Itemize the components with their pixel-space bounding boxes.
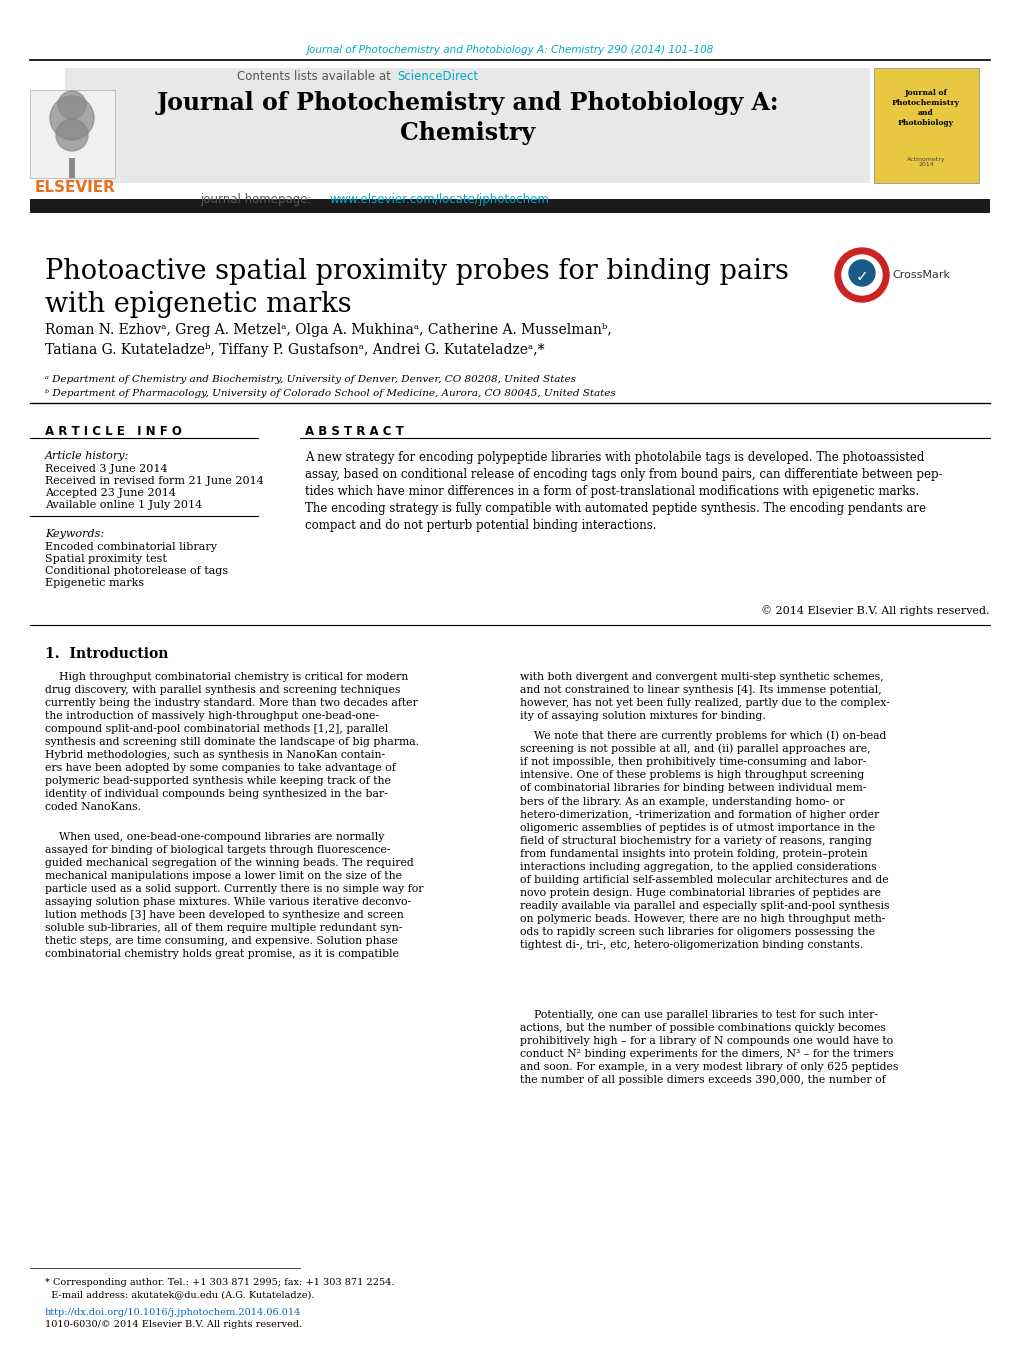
Text: Journal of Photochemistry and Photobiology A:
Chemistry: Journal of Photochemistry and Photobiolo… [157, 91, 779, 146]
Text: www.elsevier.com/locate/jphotochem: www.elsevier.com/locate/jphotochem [330, 193, 549, 207]
Text: A B S T R A C T: A B S T R A C T [305, 426, 404, 438]
Text: Accepted 23 June 2014: Accepted 23 June 2014 [45, 488, 176, 499]
FancyBboxPatch shape [873, 68, 978, 182]
Text: Conditional photorelease of tags: Conditional photorelease of tags [45, 566, 228, 576]
Circle shape [841, 255, 881, 295]
Text: Actinometry
2014: Actinometry 2014 [906, 157, 945, 168]
Text: ScienceDirect: ScienceDirect [396, 69, 478, 82]
Text: CrossMark: CrossMark [892, 270, 949, 280]
Circle shape [835, 249, 889, 303]
FancyBboxPatch shape [30, 199, 989, 213]
Text: Potentially, one can use parallel libraries to test for such inter-
actions, but: Potentially, one can use parallel librar… [520, 1011, 898, 1085]
Text: Article history:: Article history: [45, 451, 129, 461]
Text: with both divergent and convergent multi-step synthetic schemes,
and not constra: with both divergent and convergent multi… [520, 671, 889, 721]
Text: When used, one-bead-one-compound libraries are normally
assayed for binding of b: When used, one-bead-one-compound librari… [45, 832, 423, 959]
Text: * Corresponding author. Tel.: +1 303 871 2995; fax: +1 303 871 2254.: * Corresponding author. Tel.: +1 303 871… [45, 1278, 394, 1288]
Text: Epigenetic marks: Epigenetic marks [45, 578, 144, 588]
Text: Received in revised form 21 June 2014: Received in revised form 21 June 2014 [45, 476, 264, 486]
Text: © 2014 Elsevier B.V. All rights reserved.: © 2014 Elsevier B.V. All rights reserved… [761, 605, 989, 616]
Circle shape [848, 259, 874, 286]
Circle shape [58, 91, 86, 119]
Text: Received 3 June 2014: Received 3 June 2014 [45, 463, 167, 474]
Text: Journal of Photochemistry and Photobiology A: Chemistry 290 (2014) 101–108: Journal of Photochemistry and Photobiolo… [306, 45, 713, 55]
Text: Roman N. Ezhovᵃ, Greg A. Metzelᵃ, Olga A. Mukhinaᵃ, Catherine A. Musselmanᵇ,: Roman N. Ezhovᵃ, Greg A. Metzelᵃ, Olga A… [45, 323, 611, 336]
Text: ᵃ Department of Chemistry and Biochemistry, University of Denver, Denver, CO 802: ᵃ Department of Chemistry and Biochemist… [45, 376, 576, 384]
Text: Keywords:: Keywords: [45, 530, 104, 539]
Circle shape [56, 119, 88, 151]
Text: Contents lists available at: Contents lists available at [237, 69, 394, 82]
FancyBboxPatch shape [30, 91, 115, 178]
Text: Photoactive spatial proximity probes for binding pairs
with epigenetic marks: Photoactive spatial proximity probes for… [45, 258, 788, 319]
Text: High throughput combinatorial chemistry is critical for modern
drug discovery, w: High throughput combinatorial chemistry … [45, 671, 419, 812]
Text: 1.  Introduction: 1. Introduction [45, 647, 168, 661]
FancyBboxPatch shape [65, 68, 869, 182]
Text: A R T I C L E   I N F O: A R T I C L E I N F O [45, 426, 181, 438]
Text: ELSEVIER: ELSEVIER [35, 181, 116, 196]
Text: Spatial proximity test: Spatial proximity test [45, 554, 167, 563]
FancyBboxPatch shape [69, 158, 75, 178]
Text: http://dx.doi.org/10.1016/j.jphotochem.2014.06.014: http://dx.doi.org/10.1016/j.jphotochem.2… [45, 1308, 301, 1317]
Text: Available online 1 July 2014: Available online 1 July 2014 [45, 500, 202, 509]
Text: Journal of
Photochemistry
and
Photobiology: Journal of Photochemistry and Photobiolo… [892, 89, 959, 127]
Text: 1010-6030/© 2014 Elsevier B.V. All rights reserved.: 1010-6030/© 2014 Elsevier B.V. All right… [45, 1320, 302, 1329]
Text: ᵇ Department of Pharmacology, University of Colorado School of Medicine, Aurora,: ᵇ Department of Pharmacology, University… [45, 389, 615, 399]
Text: ✓: ✓ [855, 269, 867, 285]
Text: We note that there are currently problems for which (I) on-bead
screening is not: We note that there are currently problem… [520, 730, 889, 950]
Text: journal homepage:: journal homepage: [200, 193, 315, 207]
Text: E-mail address: akutatek@du.edu (A.G. Kutateladze).: E-mail address: akutatek@du.edu (A.G. Ku… [45, 1290, 314, 1300]
Circle shape [50, 96, 94, 141]
Text: Tatiana G. Kutateladzeᵇ, Tiffany P. Gustafsonᵃ, Andrei G. Kutateladzeᵃ,*: Tatiana G. Kutateladzeᵇ, Tiffany P. Gust… [45, 343, 544, 357]
Text: Encoded combinatorial library: Encoded combinatorial library [45, 542, 217, 553]
Text: A new strategy for encoding polypeptide libraries with photolabile tags is devel: A new strategy for encoding polypeptide … [305, 451, 942, 532]
